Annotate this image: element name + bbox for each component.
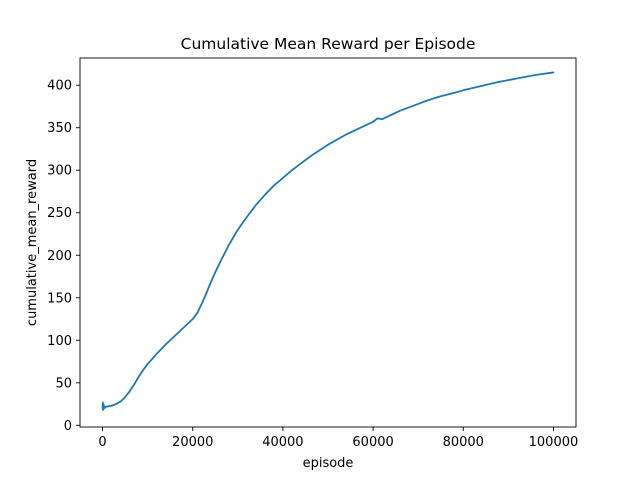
y-tick-label: 300 [47, 164, 72, 179]
x-tick-label: 0 [98, 435, 106, 450]
y-tick-label: 350 [47, 121, 72, 136]
plot-area [79, 57, 577, 428]
x-axis-ticks: 0 20000 40000 60000 80000 100000 [98, 427, 578, 450]
x-tick-label: 40000 [262, 435, 303, 450]
y-axis-label: cumulative_mean_reward [25, 159, 40, 326]
y-tick-label: 400 [47, 79, 72, 94]
y-tick-label: 250 [47, 206, 72, 221]
y-tick-label: 100 [47, 334, 72, 349]
y-axis-ticks: 0 50 100 150 200 250 300 350 400 [47, 79, 80, 434]
y-tick-label: 0 [64, 419, 72, 434]
axes-frame [79, 57, 577, 428]
x-axis-label: episode [303, 456, 354, 471]
y-tick-label: 200 [47, 249, 72, 264]
x-tick-label: 20000 [172, 435, 213, 450]
y-tick-label: 150 [47, 291, 72, 306]
chart-title: Cumulative Mean Reward per Episode [181, 35, 476, 53]
x-tick-label: 60000 [352, 435, 393, 450]
y-tick-label: 50 [55, 376, 72, 391]
series-line-0 [101, 71, 555, 411]
x-tick-label: 80000 [443, 435, 484, 450]
x-tick-label: 100000 [529, 435, 579, 450]
